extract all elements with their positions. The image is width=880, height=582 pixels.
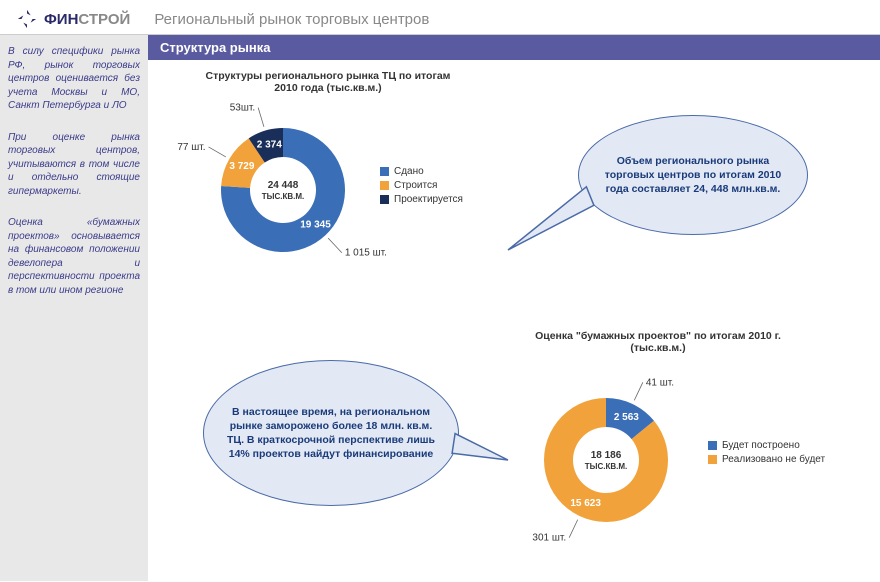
brand-stroy: СТРОЙ xyxy=(78,11,130,28)
header: ФИНСТРОЙ Региональный рынок торговых цен… xyxy=(0,0,880,35)
legend-swatch xyxy=(708,441,717,450)
slice-value-label: 2 563 xyxy=(614,412,639,423)
callout-bubble: Объем регионального рынка торговых центр… xyxy=(578,115,808,235)
legend-swatch xyxy=(708,455,717,464)
sidebar-bullet: Оценка «бумажных проектов» основывается … xyxy=(8,216,140,297)
chart-area: 19 3451 015 шт.3 72977 шт.2 37453шт.24 4… xyxy=(148,60,880,578)
slice-count-label: 41 шт. xyxy=(646,377,674,388)
section-title: Структура рынка xyxy=(148,35,880,60)
callout-bubble: В настоящее время, на региональном рынке… xyxy=(203,360,459,506)
slice-count-label: 301 шт. xyxy=(532,533,566,544)
donut-center-label: 18 186ТЫС.КВ.М. xyxy=(573,450,639,471)
legend-item: Реализовано не будет xyxy=(708,454,825,465)
sidebar-bullet: В силу специфики рынка РФ, рынок торговы… xyxy=(8,45,140,113)
main: В силу специфики рынка РФ, рынок торговы… xyxy=(0,35,880,581)
content: Структура рынка 19 3451 015 шт.3 72977 ш… xyxy=(148,35,880,581)
legend-label: Реализовано не будет xyxy=(722,454,825,465)
leader-line xyxy=(569,520,578,538)
legend-item: Будет построено xyxy=(708,440,825,451)
slice-value-label: 15 623 xyxy=(570,498,601,509)
chart-legend: Будет построено Реализовано не будет xyxy=(708,440,825,468)
chart-title: Оценка "бумажных проектов" по итогам 201… xyxy=(518,330,798,354)
logo: ФИНСТРОЙ xyxy=(16,8,130,30)
leader-line xyxy=(634,382,643,400)
sidebar-bullet: При оценке рынка торговых центров, учиты… xyxy=(8,131,140,199)
brand-fin: ФИН xyxy=(44,11,78,28)
page-title: Региональный рынок торговых центров xyxy=(154,11,429,28)
legend-label: Будет построено xyxy=(722,440,800,451)
sidebar: В силу специфики рынка РФ, рынок торговы… xyxy=(0,35,148,581)
logo-icon xyxy=(16,8,38,30)
